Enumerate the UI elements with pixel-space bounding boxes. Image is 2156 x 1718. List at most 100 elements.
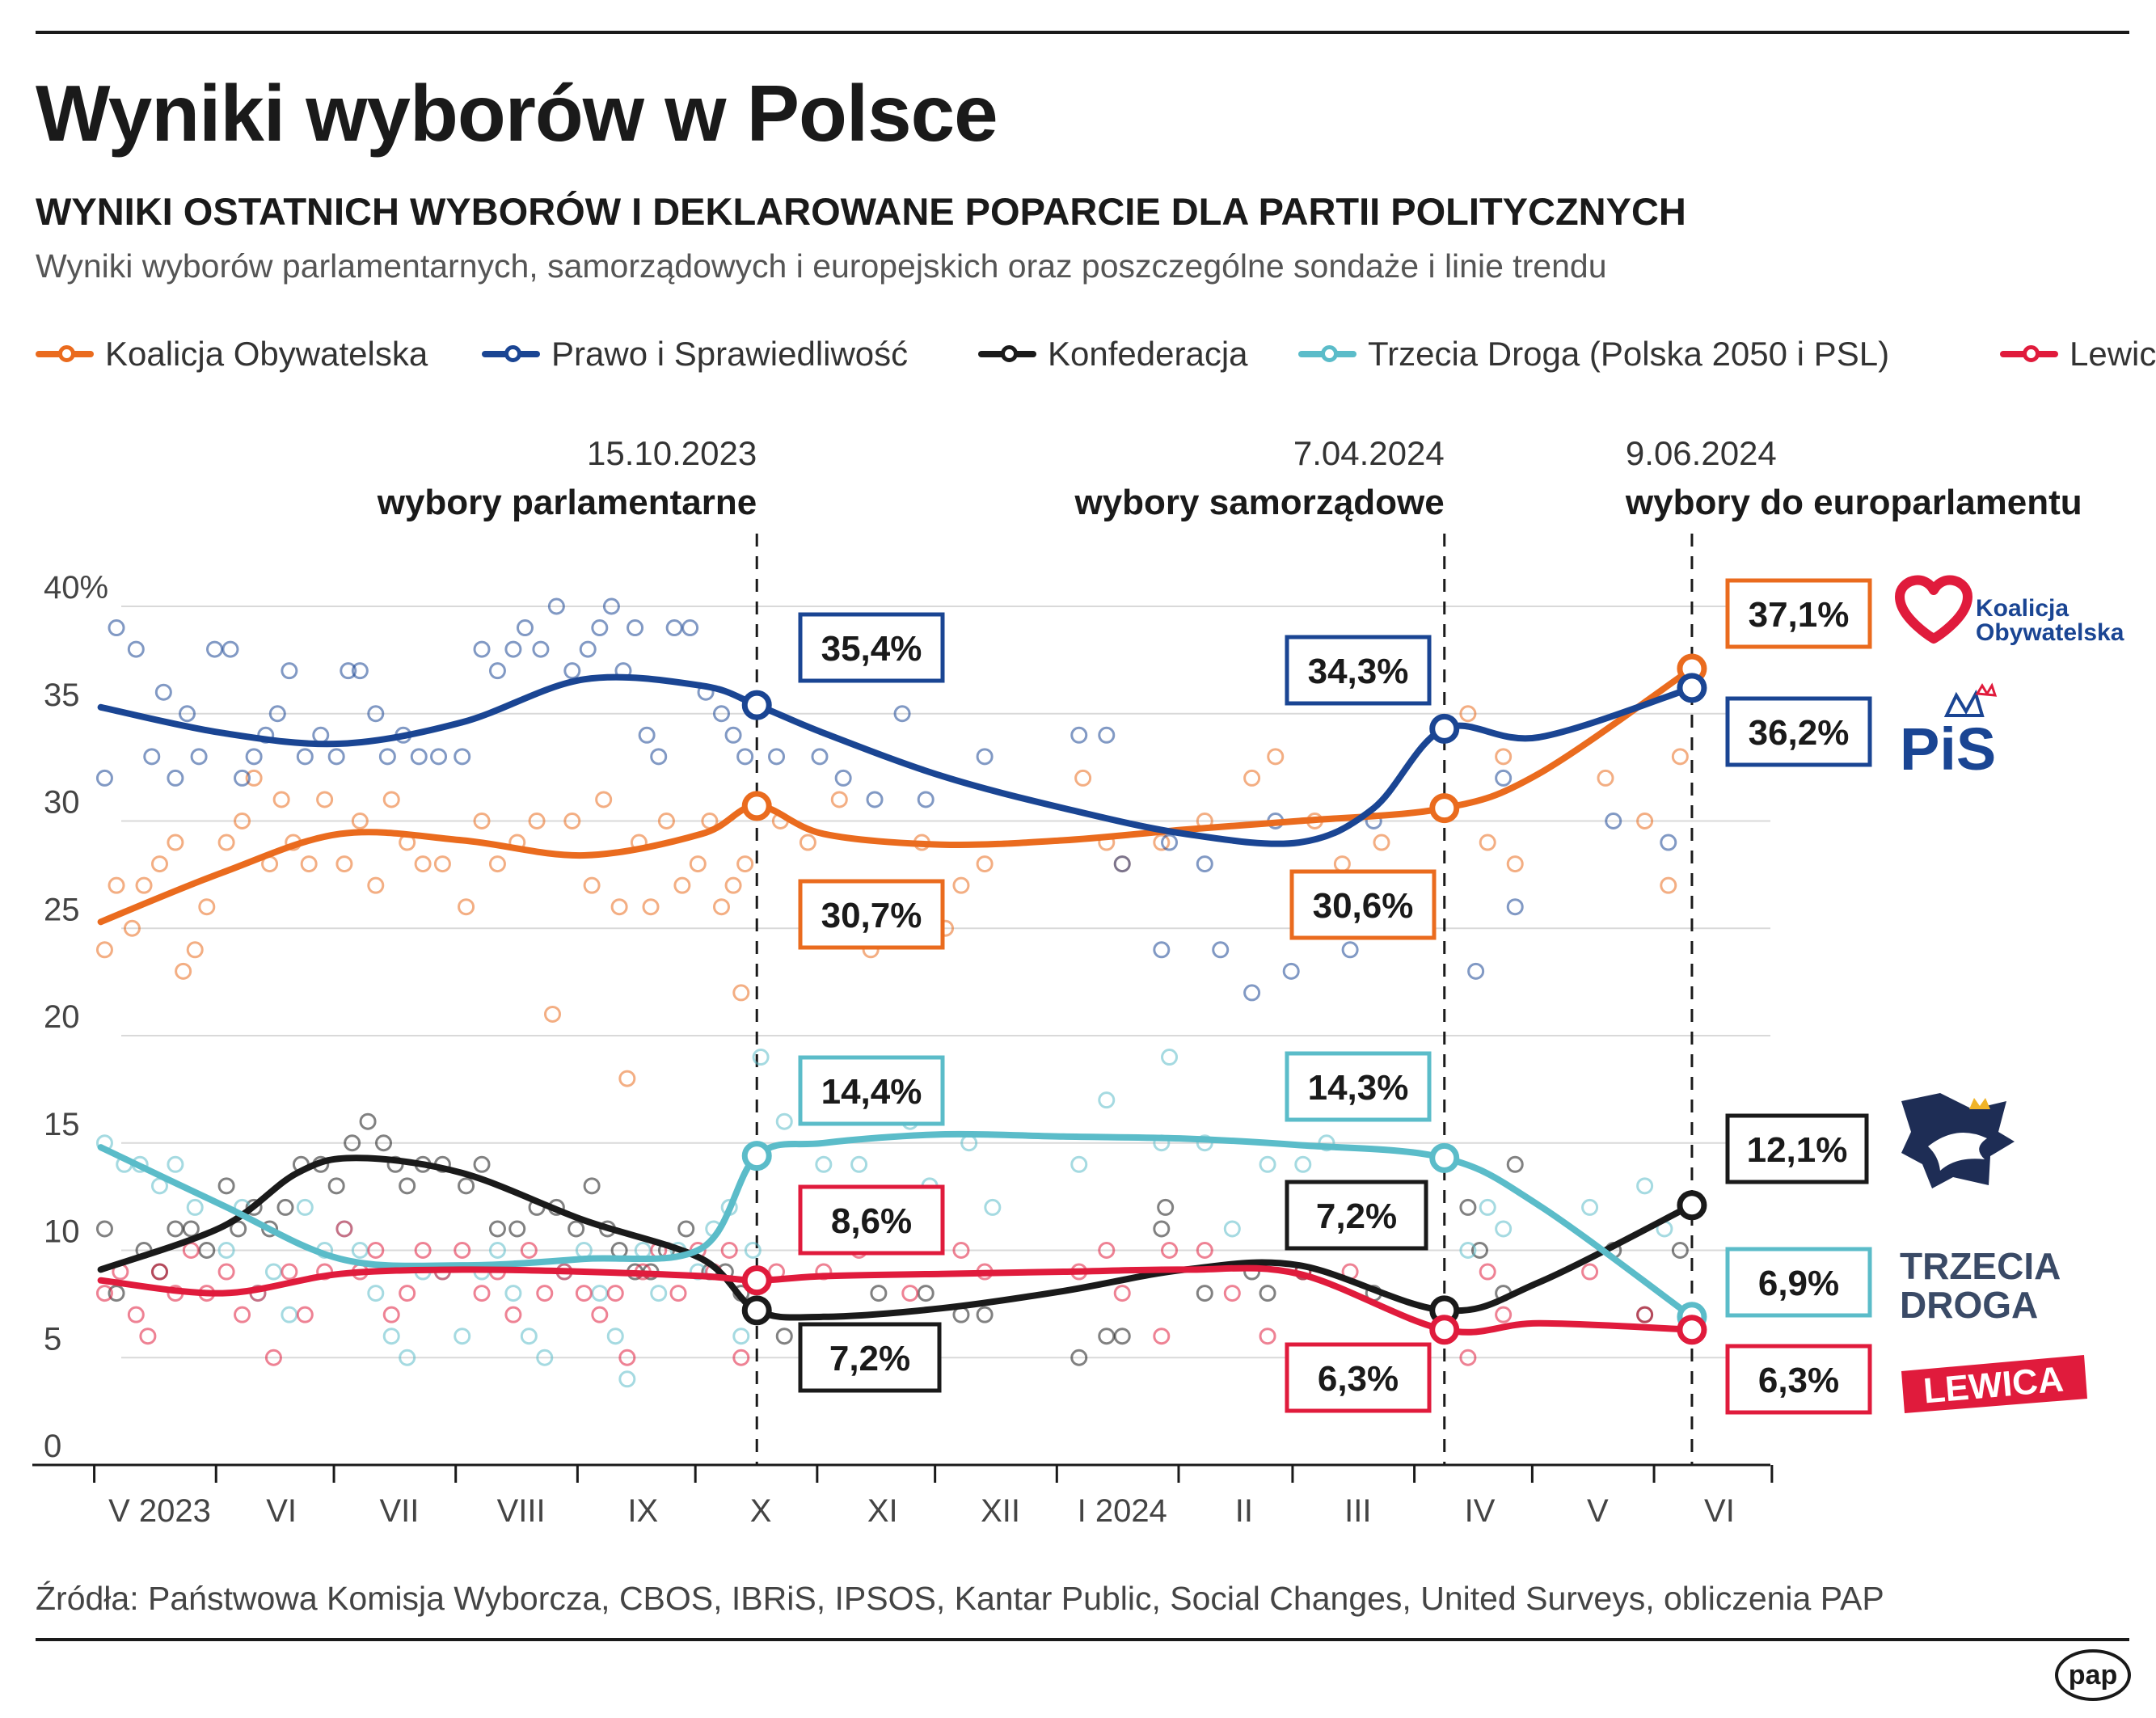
poll-point (399, 1349, 416, 1366)
election-date: 9.06.2024 (1626, 434, 1777, 472)
poll-point (775, 1112, 793, 1130)
grid-layer (121, 606, 1770, 1359)
result-label-box (1725, 1113, 1869, 1184)
poll-point (222, 640, 239, 658)
bottom-rule (36, 1638, 2129, 1641)
poll-point (850, 1155, 868, 1173)
trend-line-konfederacja (97, 1154, 1695, 1321)
result-label-text: 7,2% (829, 1339, 910, 1378)
poll-point (567, 1220, 585, 1238)
poll-point (618, 1370, 636, 1388)
poll-point (657, 813, 675, 829)
poll-point (108, 876, 125, 894)
poll-point (866, 791, 884, 808)
poll-point (351, 813, 369, 829)
poll-point (591, 1306, 609, 1323)
poll-point (108, 1285, 125, 1302)
poll-point (167, 1220, 184, 1238)
poll-point (595, 791, 613, 808)
result-label-text: 36,2% (1749, 713, 1850, 753)
y-tick-label: 20 (44, 999, 80, 1035)
td-logo-text-1: TRZECIA (1900, 1245, 2061, 1287)
result-label-box (1285, 1342, 1432, 1413)
poll-point (488, 1220, 506, 1238)
result-marker (741, 1265, 772, 1296)
poll-point (410, 748, 428, 766)
legend-swatch (482, 345, 540, 362)
poll-point (382, 791, 400, 808)
poll-point (1470, 1242, 1488, 1259)
poll-point (650, 748, 668, 766)
poll-point (638, 726, 656, 744)
poll-point (367, 1242, 385, 1259)
poll-point (543, 1005, 561, 1023)
lewica-logo: LEWICA (1901, 1355, 2087, 1413)
poll-point (976, 748, 994, 766)
election-label: wybory do europarlamentu (1625, 483, 2082, 522)
poll-point (508, 1220, 526, 1238)
poll-point (127, 1306, 145, 1323)
result-label-text: 34,3% (1308, 652, 1409, 691)
poll-point (179, 705, 196, 723)
poll-point (893, 705, 911, 723)
poll-point (1495, 769, 1513, 787)
poll-point (167, 769, 184, 787)
legend-item-konfederacja: Konfederacja (978, 331, 1248, 377)
page-subtitle: WYNIKI OSTATNICH WYBORÓW I DEKLAROWANE P… (36, 190, 1686, 233)
poll-point (1098, 726, 1116, 744)
poll-point (1074, 769, 1092, 787)
poll-point (952, 1242, 970, 1259)
poll-point (669, 1285, 687, 1302)
poll-point (610, 898, 628, 916)
poll-point (281, 1306, 298, 1323)
result-label-box (1725, 696, 1872, 767)
poll-point (454, 748, 471, 766)
poll-point (917, 791, 935, 808)
poll-point (335, 1220, 353, 1238)
legend-item-koalicja-obywatelska: Koalicja Obywatelska (36, 331, 428, 377)
result-label-text: 14,3% (1308, 1068, 1409, 1108)
poll-point (1070, 1155, 1088, 1173)
poll-point (736, 855, 754, 873)
poll-point (1671, 748, 1689, 766)
poll-point (547, 597, 565, 615)
poll-point (1098, 1328, 1116, 1345)
poll-point (206, 640, 224, 658)
poll-point (1636, 1306, 1654, 1323)
y-tick-label: 35 (44, 677, 80, 713)
election-date: 7.04.2024 (1293, 434, 1445, 472)
poll-point (399, 1285, 416, 1302)
result-label-text: 35,4% (821, 629, 922, 669)
poll-point (917, 1285, 935, 1302)
trend-line-trzecia-droga-polska-2050-i-psl (97, 1130, 1695, 1320)
poll-point (744, 1242, 762, 1259)
poll-point (834, 769, 852, 787)
pis-logo-text: PiS (1900, 715, 1996, 783)
result-label-box (798, 1055, 945, 1126)
poll-point (217, 834, 235, 851)
poll-point (414, 1242, 432, 1259)
poll-point (454, 1328, 471, 1345)
poll-point (642, 898, 660, 916)
poll-point (1113, 1285, 1131, 1302)
ko-logo-text-1: Koalicja (1976, 595, 2069, 622)
poll-point (579, 640, 597, 658)
sources-note: Źródła: Państwowa Komisja Wyborcza, CBOS… (36, 1580, 1884, 1617)
poll-point (811, 748, 829, 766)
poll-point (245, 769, 263, 787)
poll-point (563, 813, 581, 829)
poll-point (1113, 855, 1131, 873)
poll-point (1113, 1328, 1131, 1345)
td-logo-text-2: DROGA (1900, 1284, 2038, 1326)
poll-point (135, 876, 153, 894)
poll-point (1459, 1349, 1477, 1366)
poll-point (139, 1328, 157, 1345)
poll-point (1153, 834, 1171, 851)
result-label-box (1289, 869, 1437, 940)
lewica-logo-text: LEWICA (1922, 1360, 2065, 1412)
poll-point (359, 1112, 377, 1130)
poll-point (281, 1263, 298, 1281)
poll-point (1318, 1134, 1335, 1152)
